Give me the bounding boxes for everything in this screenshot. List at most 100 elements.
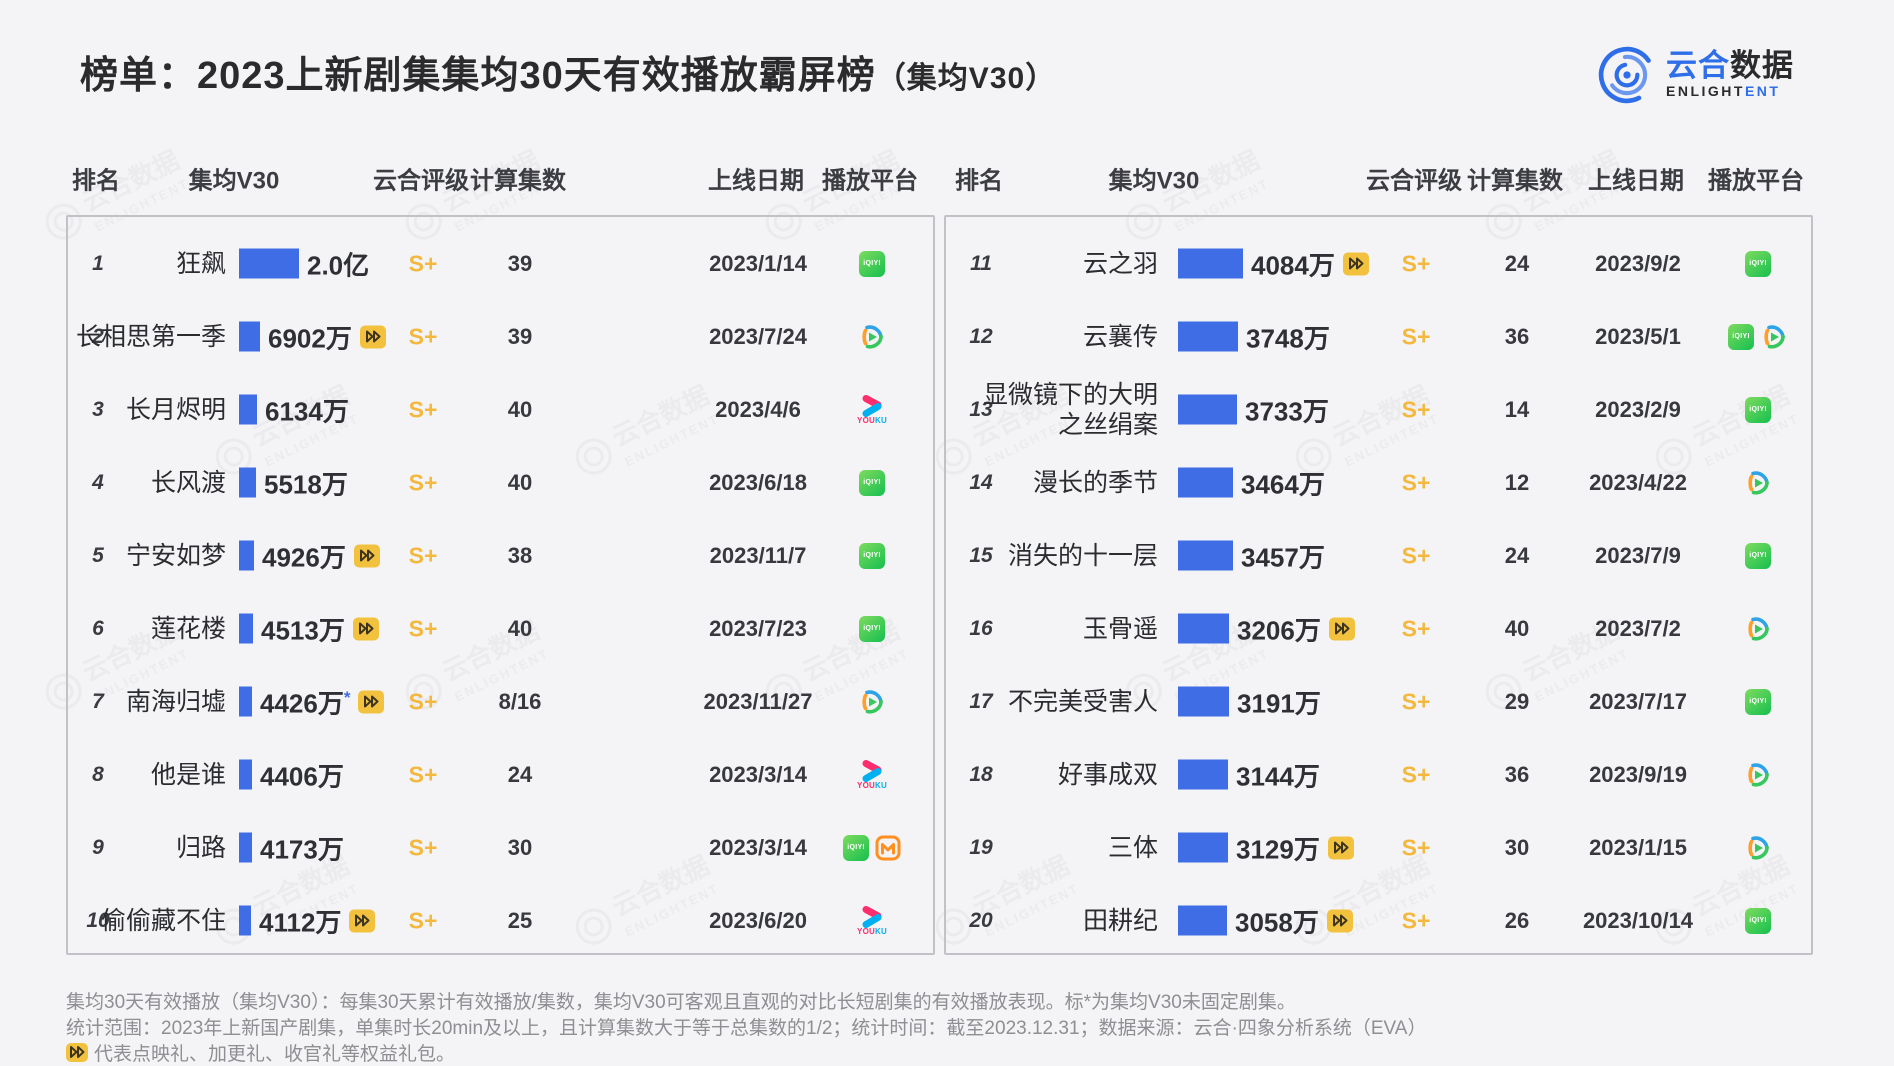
enlightent-logo-icon xyxy=(1598,46,1656,104)
rank-cell: 17 xyxy=(969,689,993,713)
v30-bar xyxy=(1178,394,1237,425)
v30-value: 4173万 xyxy=(260,834,344,864)
rating-cell: S+ xyxy=(1401,761,1431,787)
episodes-cell: 8/16 xyxy=(498,688,542,714)
v30-value: 3464万 xyxy=(1241,469,1325,499)
youku-platform-icon: YOUKU xyxy=(857,759,887,790)
rank-cell: 7 xyxy=(92,689,104,713)
column-headers-left: 排名 集均V30 云合评级 计算集数 上线日期 播放平台 xyxy=(66,158,935,198)
title-cell: 不完美受害人 xyxy=(1007,687,1158,716)
date-cell: 2023/5/1 xyxy=(1595,323,1681,349)
title-cell: 南海归墟 xyxy=(125,687,226,716)
column-header-8: 云合评级 xyxy=(1366,167,1462,195)
title-cell: 长月烬明 xyxy=(125,395,226,424)
episodes-cell: 40 xyxy=(1504,615,1530,641)
v30-value: 6902万 xyxy=(268,323,352,353)
rank-cell: 13 xyxy=(969,397,993,421)
table-row: 8 他是谁 4406万 S+ 24 2023/3/14 YOUKU xyxy=(68,738,933,811)
rating-cell: S+ xyxy=(1401,834,1431,860)
iqiyi-platform-icon: iQIYI xyxy=(1745,396,1771,423)
table-row: 4 长风渡 5518万 S+ 40 2023/6/18 iQIYI xyxy=(68,446,933,519)
iqiyi-platform-icon: iQIYI xyxy=(859,542,885,569)
rating-cell: S+ xyxy=(408,469,438,495)
column-header-5: 播放平台 xyxy=(822,167,918,195)
v30-bar xyxy=(239,248,299,279)
platform-cell: YOUKU xyxy=(812,905,932,936)
double-play-icon xyxy=(1334,622,1350,635)
gift-perk-badge-icon xyxy=(359,325,386,348)
platform-cell: iQIYI xyxy=(1698,250,1818,277)
v30-bar-group: 3733万 xyxy=(1178,391,1329,428)
column-header-3: 计算集数 xyxy=(470,167,566,195)
youku-wordmark: YOUKU xyxy=(857,415,887,425)
rating-cell: S+ xyxy=(1401,396,1431,422)
rating-cell: S+ xyxy=(408,688,438,714)
v30-bar xyxy=(239,832,252,863)
footnotes: 集均30天有效播放（集均V30）：每集30天累计有效播放/集数，集均V30可客观… xyxy=(66,990,1426,1066)
gift-perk-badge-icon xyxy=(352,617,379,640)
date-cell: 2023/3/14 xyxy=(709,761,807,787)
v30-bar-group: 3191万 xyxy=(1178,683,1321,720)
table-row: 6 莲花楼 4513万 S+ 40 2023/7/23 iQIYI xyxy=(68,592,933,665)
v30-bar-group: 2.0亿 xyxy=(239,245,369,282)
v30-bar xyxy=(239,759,252,790)
youku-wordmark: YOUKU xyxy=(857,926,887,936)
iqiyi-platform-icon: iQIYI xyxy=(859,469,885,496)
v30-bar-group: 6134万 xyxy=(239,391,349,428)
episodes-cell: 36 xyxy=(1504,761,1530,787)
v30-bar xyxy=(1178,832,1228,863)
v30-bar-group: 3457万 xyxy=(1178,537,1325,574)
gift-perk-badge-icon xyxy=(349,909,376,932)
rank-cell: 11 xyxy=(970,251,992,275)
v30-bar-group: 4084万 xyxy=(1178,245,1369,282)
date-cell: 2023/9/19 xyxy=(1589,761,1687,787)
rating-cell: S+ xyxy=(1401,323,1431,349)
title-cell: 漫长的季节 xyxy=(1032,468,1158,497)
rank-cell: 19 xyxy=(969,835,993,859)
platform-cell: YOUKU xyxy=(812,394,932,425)
ranking-table-right: 11 云之羽 4084万 S+ 24 2023/9/2 iQIYI 12 云襄传 3748万 S+ 3… xyxy=(944,215,1813,955)
column-header-10: 上线日期 xyxy=(1588,167,1684,195)
platform-cell: iQIYI xyxy=(812,615,932,642)
v30-value: 4426万* xyxy=(260,687,351,718)
platform-cell: iQIYI xyxy=(1698,907,1818,934)
v30-value: 3144万 xyxy=(1236,761,1320,791)
date-cell: 2023/9/2 xyxy=(1595,250,1681,276)
v30-bar-group: 3058万 xyxy=(1178,902,1353,939)
date-cell: 2023/11/7 xyxy=(709,542,807,568)
rating-cell: S+ xyxy=(408,396,438,422)
rating-cell: S+ xyxy=(408,250,438,276)
v30-bar xyxy=(239,686,252,717)
episodes-cell: 38 xyxy=(507,542,533,568)
logo-en: ENLIGHTENT xyxy=(1666,82,1794,100)
episodes-cell: 30 xyxy=(507,834,533,860)
double-play-icon xyxy=(70,1046,85,1058)
rating-cell: S+ xyxy=(1401,250,1431,276)
title-cell: 田耕纪 xyxy=(1082,906,1158,935)
v30-value: 5518万 xyxy=(264,469,348,499)
gift-legend-slot xyxy=(66,1042,88,1066)
date-cell: 2023/7/23 xyxy=(709,615,807,641)
logo-cn: 云合数据 xyxy=(1666,50,1794,82)
v30-bar xyxy=(239,394,257,425)
date-cell: 2023/1/14 xyxy=(709,250,807,276)
episodes-cell: 40 xyxy=(507,396,533,422)
table-row: 9 归路 4173万 S+ 30 2023/3/14 iQIYI xyxy=(68,811,933,884)
v30-bar-group: 4112万 xyxy=(239,902,376,939)
column-header-6: 排名 xyxy=(955,167,1003,195)
rating-cell: S+ xyxy=(408,615,438,641)
v30-bar-group: 3464万 xyxy=(1178,464,1325,501)
column-header-9: 计算集数 xyxy=(1467,167,1563,195)
episodes-cell: 30 xyxy=(1504,834,1530,860)
v30-value: 4406万 xyxy=(260,761,344,791)
gift-perk-badge-icon xyxy=(1328,617,1355,640)
episodes-cell: 39 xyxy=(507,250,533,276)
v30-value: 4513万 xyxy=(261,615,345,645)
rating-cell: S+ xyxy=(408,907,438,933)
v30-bar xyxy=(239,540,254,571)
v30-bar-group: 4406万 xyxy=(239,756,344,793)
platform-cell xyxy=(1698,615,1818,643)
table-row: 3 长月烬明 6134万 S+ 40 2023/4/6 YOUKU xyxy=(68,373,933,446)
rank-cell: 18 xyxy=(969,762,993,786)
title-cell: 三体 xyxy=(1107,833,1158,862)
